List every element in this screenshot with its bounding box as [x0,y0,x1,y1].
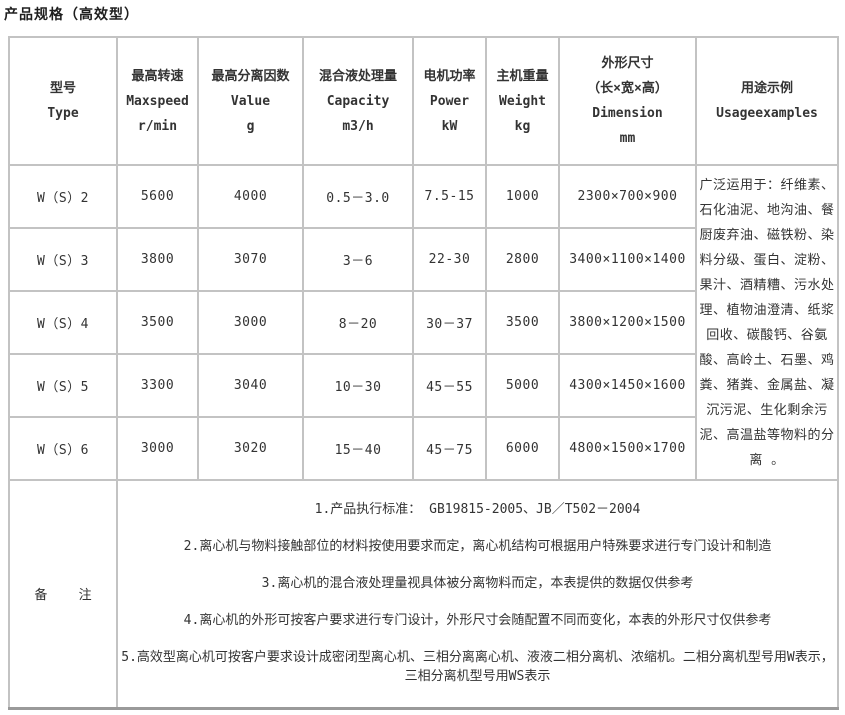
cell-power: 22-30 [412,227,487,292]
col-header-dimension: 外形尺寸 （长×宽×高） Dimension mm [558,36,697,166]
header-line-en: Maxspeed [126,93,189,109]
cell-weight: 1000 [485,164,560,229]
header-line-en: Value [230,93,271,109]
header-line-en: Dimension [592,106,663,121]
col-header-maxspeed: 最高转速 Maxspeed r/min [116,36,199,166]
spec-table: 型号 Type 最高转速 Maxspeed r/min 最高分离因数 Value… [8,36,839,710]
header-line-en: Usageexamples [716,106,818,121]
cell-separation-factor: 3000 [197,290,304,355]
cell-separation-factor: 3020 [197,416,304,481]
header-line-unit: kW [441,118,458,134]
cell-capacity: 15－40 [302,416,414,481]
col-header-usage: 用途示例 Usageexamples [695,36,839,166]
header-line-cn: 主机重量 [496,68,549,84]
cell-separation-factor: 4000 [197,164,304,229]
cell-maxspeed: 3800 [116,227,199,292]
col-header-model: 型号 Type [8,36,118,166]
table-header-row: 型号 Type 最高转速 Maxspeed r/min 最高分离因数 Value… [8,36,839,166]
cell-dimension: 4800×1500×1700 [558,416,697,481]
cell-maxspeed: 3500 [116,290,199,355]
cell-separation-factor: 3070 [197,227,304,292]
header-line-cn: 最高转速 [131,68,184,84]
note-5: 5.高效型离心机可按客户要求设计成密闭型离心机、三相分离离心机、液液二相分离机、… [121,649,834,684]
col-header-capacity: 混合液处理量 Capacity m3/h [302,36,414,166]
col-header-separation-factor: 最高分离因数 Value g [197,36,304,166]
remarks-notes-cell: 1.产品执行标准： GB19815-2005、JB／T502－2004 2.离心… [116,479,839,709]
header-line-cn: 混合液处理量 [318,68,397,84]
cell-weight: 2800 [485,227,560,292]
cell-capacity: 10－30 [302,353,414,418]
cell-dimension: 2300×700×900 [558,164,697,229]
header-line-cn: 用途示例 [740,81,793,96]
cell-dimension: 3400×1100×1400 [558,227,697,292]
header-line-unit: r/min [137,118,178,134]
cell-maxspeed: 5600 [116,164,199,229]
cell-model: W（S）4 [8,290,118,355]
header-line-en: Capacity [326,93,390,109]
note-1: 1.产品执行标准： GB19815-2005、JB／T502－2004 [314,501,641,517]
cell-model: W（S）3 [8,227,118,292]
header-line-cn: 最高分离因数 [211,68,290,84]
header-line-cn: 电机功率 [423,68,476,84]
header-line-cn2: （长×宽×高） [587,81,668,96]
cell-dimension: 3800×1200×1500 [558,290,697,355]
cell-model: W（S）6 [8,416,118,481]
note-2: 2.离心机与物料接触部位的材料按使用要求而定，离心机结构可根据用户特殊要求进行专… [183,538,772,554]
cell-model: W（S）5 [8,353,118,418]
table-row: W（S）3 3800 3070 3－6 22-30 2800 3400×1100… [8,227,838,292]
cell-dimension: 4300×1450×1600 [558,353,697,418]
col-header-weight: 主机重量 Weight kg [485,36,560,166]
cell-weight: 3500 [485,290,560,355]
remarks-label: 备 注 [8,479,118,709]
cell-separation-factor: 3040 [197,353,304,418]
cell-maxspeed: 3000 [116,416,199,481]
page-title: 产品规格（高效型） [4,7,139,23]
cell-capacity: 8－20 [302,290,414,355]
cell-weight: 6000 [485,416,560,481]
usage-examples-cell: 广泛运用于：纤维素、石化油泥、地沟油、餐厨废弃油、磁铁粉、染料分级、蛋白、淀粉、… [695,164,839,481]
cell-power: 30－37 [412,290,487,355]
remarks-row: 备 注 1.产品执行标准： GB19815-2005、JB／T502－2004 … [8,479,839,709]
header-line-unit: m3/h [342,118,374,134]
header-line-cn: 外形尺寸 [601,56,654,71]
header-line-cn: 型号 [49,81,76,96]
cell-capacity: 0.5－3.0 [302,164,414,229]
cell-power: 7.5-15 [412,164,487,229]
cell-maxspeed: 3300 [116,353,199,418]
header-line-en: Type [47,106,79,121]
header-line-unit: kg [514,118,531,134]
table-row: W（S）4 3500 3000 8－20 30－37 3500 3800×120… [8,290,838,355]
header-line-en: Power [429,93,470,109]
cell-power: 45－75 [412,416,487,481]
cell-model: W（S）2 [8,164,118,229]
note-3: 3.离心机的混合液处理量视具体被分离物料而定，本表提供的数据仅供参考 [261,575,694,591]
table-row: W（S）5 3300 3040 10－30 45－55 5000 4300×14… [8,353,838,418]
table-row: W（S）6 3000 3020 15－40 45－75 6000 4800×15… [8,416,838,481]
header-line-unit: mm [619,131,636,146]
table-row: W（S）2 5600 4000 0.5－3.0 7.5-15 1000 2300… [8,164,839,481]
cell-power: 45－55 [412,353,487,418]
note-4: 4.离心机的外形可按客户要求进行专门设计，外形尺寸会随配置不同而变化，本表的外形… [183,612,772,628]
col-header-power: 电机功率 Power kW [412,36,487,166]
header-line-en: Weight [499,93,546,109]
cell-capacity: 3－6 [302,227,414,292]
cell-weight: 5000 [485,353,560,418]
header-line-unit: g [246,118,255,134]
